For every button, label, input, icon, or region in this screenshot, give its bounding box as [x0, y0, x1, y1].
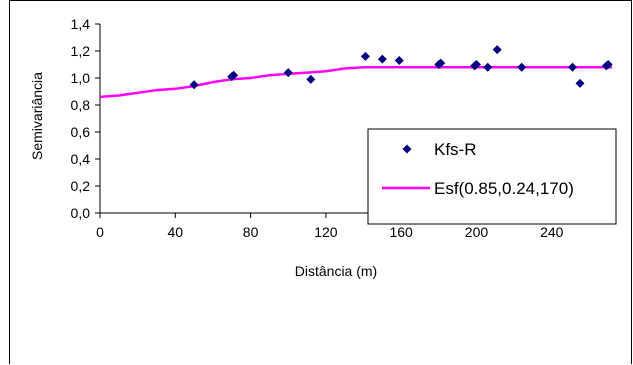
x-tick-label: 200 — [465, 224, 489, 240]
legend-marker — [402, 144, 412, 154]
legend-label: Esf(0.85,0.24,170) — [434, 179, 574, 198]
y-tick-label: 1,4 — [71, 16, 91, 32]
legend: Kfs-R Esf(0.85,0.24,170) — [367, 128, 617, 225]
data-point — [283, 68, 293, 78]
data-point — [575, 78, 585, 88]
x-tick-label: 0 — [96, 224, 104, 240]
legend-label: Kfs-R — [434, 140, 477, 159]
data-point — [394, 55, 404, 65]
y-axis-title: Semivariância — [29, 72, 45, 160]
data-point — [189, 80, 199, 90]
data-point — [436, 58, 446, 68]
y-tick-label: 0,4 — [71, 151, 91, 167]
data-point — [471, 60, 481, 69]
series-layer — [99, 45, 613, 99]
x-axis: 0 40 80 120 160 200 240 — [96, 212, 612, 240]
y-tick-label: 0,0 — [71, 205, 91, 221]
data-point — [483, 62, 493, 72]
y-tick-label: 0,6 — [71, 124, 91, 140]
data-point — [229, 70, 239, 80]
data-point — [603, 60, 613, 69]
x-axis-title: Distância (m) — [295, 263, 377, 279]
legend-items: Kfs-R Esf(0.85,0.24,170) — [382, 140, 574, 198]
data-point — [492, 45, 502, 55]
y-axis: 0,0 0,2 0,4 0,6 0,8 1,0 1,2 1,4 — [71, 16, 101, 221]
data-point — [377, 54, 387, 64]
y-tick-label: 0,8 — [71, 97, 91, 113]
data-point — [517, 62, 527, 72]
x-tick-label: 40 — [168, 224, 184, 240]
x-tick-label: 240 — [540, 224, 564, 240]
chart-frame — [9, 0, 632, 364]
x-tick-label: 80 — [243, 224, 259, 240]
legend-box — [367, 128, 617, 225]
y-tick-label: 0,2 — [71, 178, 91, 194]
x-tick-label: 120 — [314, 224, 338, 240]
x-tick-label: 160 — [389, 224, 413, 240]
y-tick-label: 1,2 — [71, 43, 91, 59]
data-point — [360, 51, 370, 61]
y-tick-label: 1,0 — [71, 70, 91, 86]
data-point — [567, 62, 577, 72]
data-point — [306, 74, 316, 84]
model-line — [99, 65, 612, 99]
